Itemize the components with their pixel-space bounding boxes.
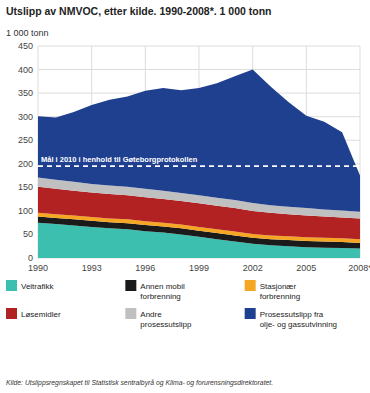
legend-swatch — [245, 280, 256, 291]
source: Kilde: Utslippsregnskapet til Statistisk… — [6, 379, 273, 387]
legend-label: Stasjonærforbrenning — [260, 282, 300, 301]
legend-label: Veitrafikk — [21, 282, 54, 291]
y-tick-label: 0 — [28, 253, 33, 263]
y-tick-label: 450 — [18, 41, 33, 51]
y-tick-label: 250 — [18, 135, 33, 145]
goal-line — [38, 165, 360, 167]
chart: Utslipp av NMVOC, etter kilde. 1990-2008… — [0, 0, 370, 393]
grid — [38, 46, 360, 258]
title: Utslipp av NMVOC, etter kilde. 1990-2008… — [6, 5, 272, 17]
y-tick-label: 300 — [18, 112, 33, 122]
y-tick-label: 100 — [18, 206, 33, 216]
legend-swatch — [6, 280, 17, 291]
x-tick-label: 2002 — [243, 263, 263, 273]
legend-label: Andreprosessutslipp — [140, 310, 192, 329]
x-tick-label: 1996 — [135, 263, 155, 273]
y-tick-label: 150 — [18, 182, 33, 192]
x-tick-label: 2005 — [296, 263, 316, 273]
x-tick-label: 1999 — [189, 263, 209, 273]
legend-swatch — [125, 280, 136, 291]
x-tick-label: 1990 — [28, 263, 48, 273]
legend-swatch — [6, 308, 17, 319]
legend-label: Annen mobilforbrenning — [140, 282, 185, 301]
y-tick-label: 50 — [23, 229, 33, 239]
y-tick-label: 350 — [18, 88, 33, 98]
y-tick-label: 200 — [18, 159, 33, 169]
x-tick-label: 1993 — [82, 263, 102, 273]
y-axis-label: 1 000 tonn — [6, 28, 49, 38]
legend-label: Prosessutslipp fraolje- og gassutvinning — [260, 310, 337, 329]
annotation: Mål i 2010 i henhold til Gøteborgprotoko… — [41, 155, 198, 164]
legend-label: Løsemidler — [21, 310, 61, 319]
y-tick-label: 400 — [18, 65, 33, 75]
legend-swatch — [125, 308, 136, 319]
plot-area — [38, 70, 360, 258]
legend: Veitrafikk Annen mobilforbrenning Stasjonæ… — [6, 280, 337, 329]
legend-swatch — [245, 308, 256, 319]
x-tick-label: 2008* — [348, 263, 370, 273]
area — [38, 70, 360, 212]
